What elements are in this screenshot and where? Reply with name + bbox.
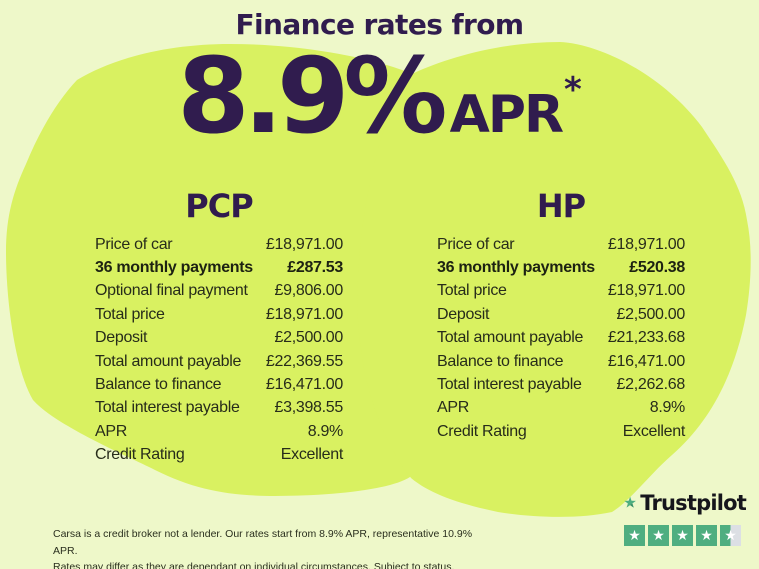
table-row: Credit Rating Excellent	[437, 420, 685, 443]
row-value: £16,471.00	[265, 376, 343, 394]
trustpilot-widget[interactable]: Trustpilot ★ ★ ★ ★ ★	[624, 489, 747, 546]
asterisk-footnote-marker: *	[564, 70, 582, 110]
row-label: Balance to finance	[95, 376, 222, 394]
row-value: £22,369.55	[265, 352, 343, 370]
table-row: Total price £18,971.00	[95, 303, 343, 326]
table-row: Total amount payable £22,369.55	[95, 350, 343, 373]
table-row: Optional final payment £9,806.00	[95, 280, 343, 303]
table-row: APR 8.9%	[95, 420, 343, 443]
table-row: 36 monthly payments £287.53	[95, 256, 343, 279]
table-row: Balance to finance £16,471.00	[437, 350, 685, 373]
table-row: Price of car £18,971.00	[437, 233, 685, 256]
row-value: £2,262.68	[616, 376, 686, 394]
row-label: Price of car	[437, 235, 515, 253]
hp-title: HP	[536, 187, 586, 225]
row-value: £520.38	[629, 259, 685, 277]
trustpilot-half-star: ★	[720, 525, 741, 546]
table-row: Total interest payable £2,262.68	[437, 373, 685, 396]
table-row: Balance to finance £16,471.00	[95, 373, 343, 396]
row-value: £18,971.00	[607, 235, 685, 253]
row-label: Balance to finance	[437, 352, 564, 370]
row-label: 36 monthly payments	[437, 259, 595, 277]
trustpilot-full-star: ★	[672, 525, 693, 546]
legal-disclaimer: Carsa is a credit broker not a lender. O…	[53, 526, 473, 569]
pcp-title: PCP	[185, 187, 253, 225]
row-label: Price of car	[95, 235, 173, 253]
table-row: Total interest payable £3,398.55	[95, 397, 343, 420]
row-label: Deposit	[437, 305, 490, 323]
table-row: Total amount payable £21,233.68	[437, 327, 685, 350]
row-label: Optional final payment	[95, 282, 248, 300]
row-label: Total amount payable	[437, 329, 584, 347]
row-value: 8.9%	[307, 422, 344, 440]
row-label: Total price	[95, 305, 165, 323]
pcp-panel: PCP Price of car £18,971.00 36 monthly pay…	[95, 190, 343, 467]
trustpilot-full-star: ★	[696, 525, 717, 546]
row-value: £3,398.55	[274, 399, 344, 417]
trustpilot-wordmark: Trustpilot	[640, 490, 747, 515]
disclaimer-line-1: Carsa is a credit broker not a lender. O…	[53, 528, 473, 557]
apr-rate-value: 8.9%	[177, 35, 447, 157]
trustpilot-full-star: ★	[624, 525, 645, 546]
table-row: APR 8.9%	[437, 397, 685, 420]
trustpilot-stars: ★ ★ ★ ★ ★	[624, 525, 746, 546]
row-label: Deposit	[95, 329, 148, 347]
table-row: Credit Rating Excellent	[95, 444, 343, 467]
row-label: Total interest payable	[95, 399, 240, 417]
table-row: Deposit £2,500.00	[95, 327, 343, 350]
row-value: £2,500.00	[274, 329, 344, 347]
table-row: Deposit £2,500.00	[437, 303, 685, 326]
row-value: £2,500.00	[616, 305, 686, 323]
page-title: Finance rates from	[235, 8, 525, 41]
row-label: 36 monthly payments	[95, 259, 253, 277]
pcp-table: Price of car £18,971.00 36 monthly payment…	[95, 233, 343, 467]
row-label: Total interest payable	[437, 376, 582, 394]
row-value: Excellent	[622, 422, 686, 440]
table-row: 36 monthly payments £520.38	[437, 256, 685, 279]
row-label: APR	[437, 399, 469, 417]
row-value: £9,806.00	[274, 282, 344, 300]
trustpilot-star-icon	[624, 496, 636, 508]
row-value: Excellent	[280, 446, 344, 464]
row-value: £21,233.68	[607, 329, 685, 347]
row-label: Credit Rating	[437, 422, 527, 440]
table-row: Price of car £18,971.00	[95, 233, 343, 256]
hp-table: Price of car £18,971.00 36 monthly payment…	[437, 233, 685, 444]
row-value: £16,471.00	[607, 352, 685, 370]
row-value: £18,971.00	[265, 235, 343, 253]
row-label: Total amount payable	[95, 352, 242, 370]
apr-rate-suffix: APR	[449, 85, 564, 145]
trustpilot-full-star: ★	[648, 525, 669, 546]
header: Finance rates from	[0, 8, 759, 41]
row-label: Total price	[437, 282, 507, 300]
row-value: £18,971.00	[607, 282, 685, 300]
row-value: 8.9%	[649, 399, 686, 417]
row-value: £18,971.00	[265, 305, 343, 323]
row-label: APR	[95, 422, 127, 440]
row-value: £287.53	[287, 259, 343, 277]
disclaimer-line-2: Rates may differ as they are dependant o…	[53, 561, 455, 569]
trustpilot-logo: Trustpilot	[624, 489, 747, 516]
row-label: Credit Rating	[95, 446, 185, 464]
hp-panel: HP Price of car £18,971.00 36 monthly paym…	[437, 190, 685, 444]
apr-headline: 8.9% APR *	[0, 44, 759, 148]
table-row: Total price £18,971.00	[437, 280, 685, 303]
